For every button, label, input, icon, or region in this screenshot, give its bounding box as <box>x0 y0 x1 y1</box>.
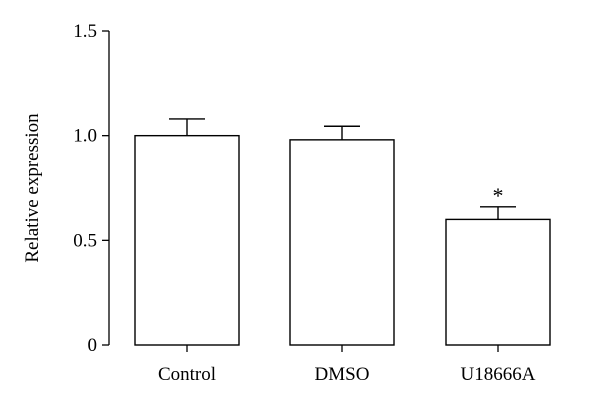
y-axis-ticks: 0 0.5 1.0 1.5 <box>73 21 109 356</box>
bar-u18666a <box>445 218 551 346</box>
category-label: Control <box>158 364 216 385</box>
significance-asterisk: * <box>493 183 504 208</box>
y-tick-label: 1.5 <box>73 21 97 42</box>
y-tick-label: 0 <box>88 335 98 356</box>
category-label: DMSO <box>315 364 370 385</box>
bars-group <box>134 134 551 346</box>
error-bars-group <box>169 118 516 220</box>
bar-dmso <box>289 139 395 346</box>
category-labels-group: Control DMSO U18666A <box>158 345 536 385</box>
y-tick-label: 1.0 <box>73 126 97 147</box>
category-label: U18666A <box>461 364 536 385</box>
bar-control <box>134 134 240 346</box>
y-axis-title: Relative expression <box>22 113 43 263</box>
significance-annotations-group: * <box>493 183 504 208</box>
y-tick-label: 0.5 <box>73 230 97 251</box>
